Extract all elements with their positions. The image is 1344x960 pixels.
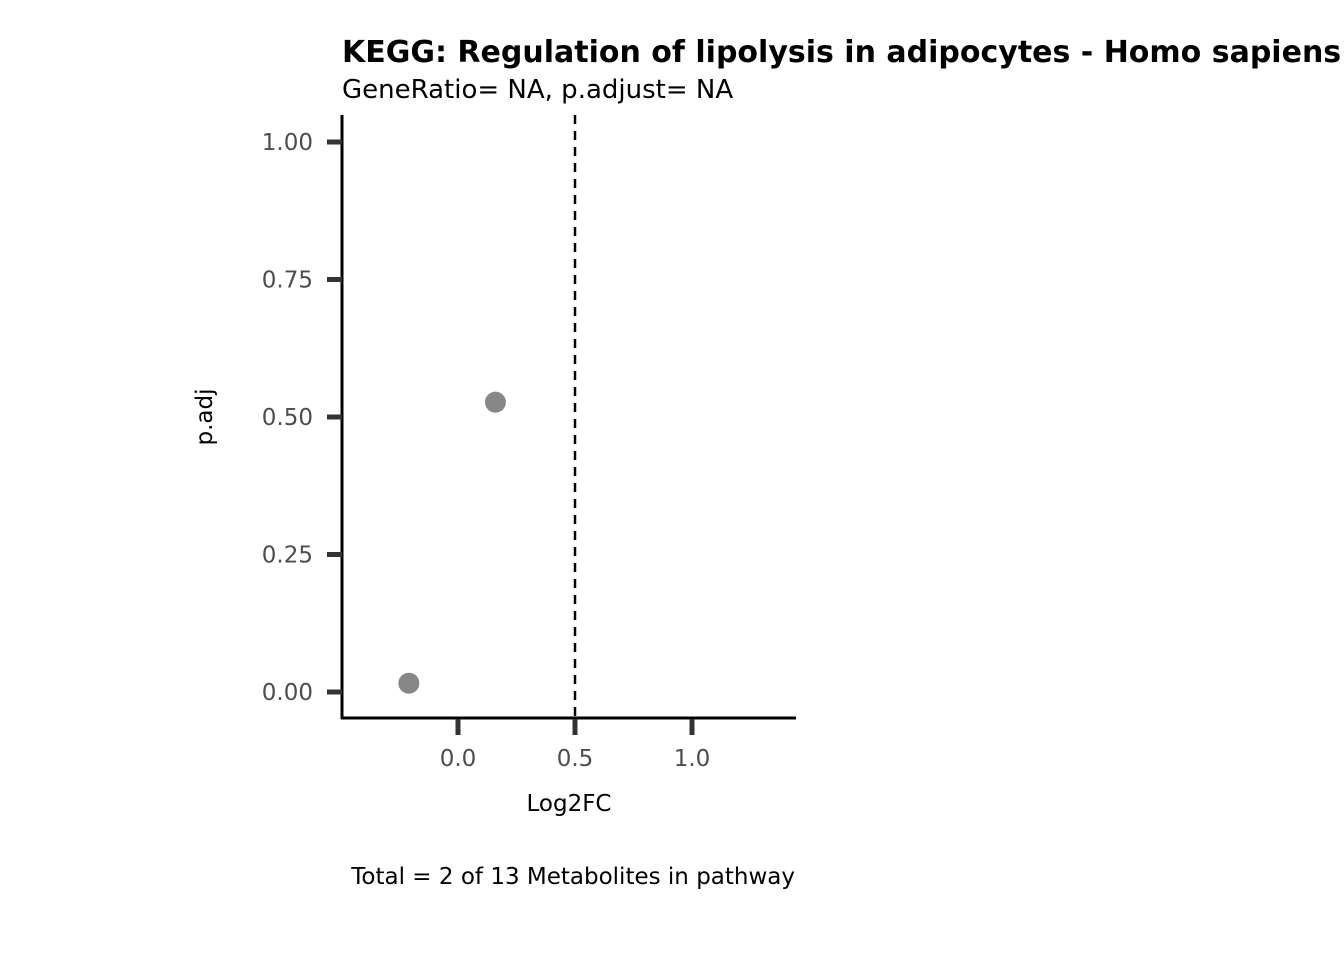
y-tick-label: 0.75 — [262, 268, 313, 294]
scatter-point — [398, 672, 420, 694]
x-tick-label: 1.0 — [674, 746, 711, 772]
data-points — [398, 391, 506, 694]
x-axis-ticks: 0.0 0.5 1.0 — [440, 719, 711, 772]
chart-subtitle: GeneRatio= NA, p.adjust= NA — [342, 75, 733, 105]
x-tick-label: 0.0 — [440, 746, 477, 772]
chart-caption: Total = 2 of 13 Metabolites in pathway — [350, 864, 795, 890]
y-tick-label: 1.00 — [262, 130, 313, 156]
x-axis-title: Log2FC — [526, 791, 611, 817]
y-tick-label: 0.50 — [262, 405, 313, 431]
scatter-point — [484, 391, 506, 413]
x-tick-label: 0.5 — [557, 746, 594, 772]
chart-title: KEGG: Regulation of lipolysis in adipocy… — [342, 35, 1344, 70]
y-tick-label: 0.00 — [262, 680, 313, 706]
y-tick-label: 0.25 — [262, 543, 313, 569]
y-axis-title: p.adj — [192, 389, 218, 446]
y-axis-ticks: 0.00 0.25 0.50 0.75 1.00 — [262, 130, 342, 706]
